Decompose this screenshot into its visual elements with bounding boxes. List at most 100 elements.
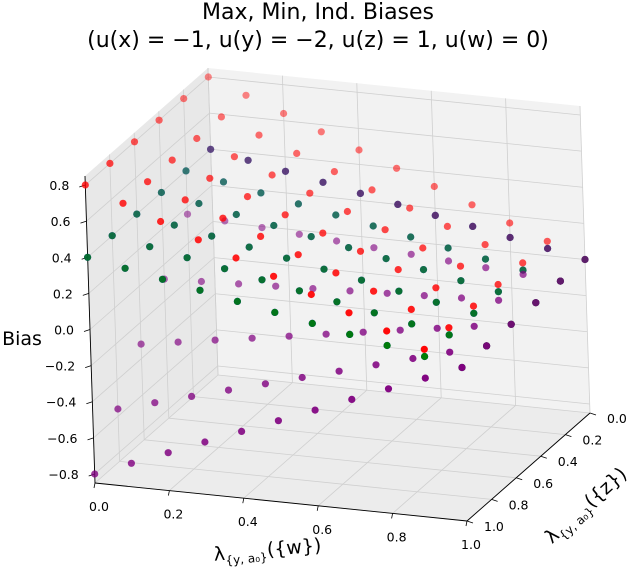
- data-point: [261, 380, 269, 388]
- z-tick-label: −0.2: [45, 359, 75, 374]
- data-point: [232, 254, 240, 262]
- data-point: [384, 385, 393, 393]
- data-point: [244, 156, 252, 164]
- data-point: [433, 324, 441, 332]
- data-point: [381, 226, 389, 234]
- data-point: [281, 211, 289, 219]
- y-axis-label-sub: {y, a₀}: [556, 504, 597, 543]
- data-point: [244, 156, 252, 164]
- data-point: [317, 128, 325, 136]
- data-point: [271, 308, 279, 316]
- z-tick-mark: [85, 365, 92, 368]
- y-tick-mark: [466, 520, 474, 524]
- data-point: [506, 233, 514, 242]
- x-tick-label: 0.2: [163, 507, 183, 522]
- data-point: [181, 196, 189, 204]
- data-point: [395, 287, 403, 295]
- data-point: [201, 438, 209, 446]
- data-point: [230, 153, 238, 161]
- data-point: [137, 340, 145, 348]
- y-tick-label: 0.6: [533, 476, 553, 491]
- data-point: [219, 214, 227, 222]
- data-point: [146, 243, 154, 251]
- tick-labels: 0.0 0.2 0.4 0.6 0.8 1.0 0.0 0.2 0.4 0.6 0.8 1.0 −0.8…: [45, 178, 627, 552]
- grid-line: [317, 397, 442, 507]
- data-point: [481, 241, 489, 249]
- x-tick-label: 0.6: [312, 522, 332, 537]
- data-point: [457, 294, 466, 302]
- x-tick-mark: [168, 490, 170, 496]
- data-point: [258, 276, 266, 284]
- grid-line: [93, 329, 217, 439]
- data-point: [556, 277, 565, 285]
- data-point: [469, 302, 478, 310]
- data-point: [494, 280, 502, 289]
- data-point: [144, 178, 152, 186]
- y-tick-mark: [589, 412, 597, 416]
- y-tick-mark: [540, 455, 547, 459]
- data-point: [456, 262, 465, 270]
- data-point: [281, 167, 290, 175]
- data-point: [444, 244, 452, 252]
- z-tick-label: 0.4: [52, 250, 72, 265]
- data-point: [483, 342, 491, 350]
- x-axis-label-main: λ: [213, 543, 226, 566]
- data-point: [285, 332, 293, 340]
- grid-line: [215, 293, 588, 333]
- data-point: [233, 297, 241, 305]
- grid-line: [168, 417, 541, 457]
- data-point: [81, 181, 89, 189]
- data-point: [420, 292, 428, 300]
- z-tick-label: 0.2: [53, 286, 73, 301]
- x-tick-mark: [242, 498, 245, 504]
- y-axis-line: [466, 412, 591, 522]
- data-point: [211, 336, 219, 344]
- data-point: [308, 319, 316, 327]
- grid-line: [392, 405, 516, 514]
- data-point: [332, 269, 340, 277]
- data-point: [420, 345, 428, 353]
- data-point: [272, 282, 280, 290]
- data-point: [407, 233, 415, 241]
- data-point: [369, 222, 377, 230]
- data-point: [293, 149, 301, 157]
- data-point: [330, 168, 338, 176]
- grid-line: [90, 257, 215, 366]
- data-point: [164, 449, 172, 457]
- data-point: [356, 189, 364, 197]
- data-point: [306, 189, 314, 197]
- data-point: [421, 352, 429, 361]
- x-tick-mark: [465, 520, 468, 527]
- data-point: [155, 116, 163, 124]
- data-point: [333, 298, 341, 306]
- data-point: [194, 236, 202, 244]
- data-point: [221, 265, 229, 273]
- grid-line: [94, 374, 219, 484]
- data-points: [81, 73, 589, 478]
- data-point: [242, 91, 250, 99]
- data-point: [468, 201, 476, 209]
- data-point: [168, 156, 176, 164]
- data-point: [445, 324, 453, 332]
- data-point: [232, 210, 240, 219]
- z-tick-mark: [83, 329, 91, 332]
- data-point: [458, 363, 466, 372]
- x-tick-mark: [93, 482, 96, 489]
- x-axis-label: λ{y, a₀}({w}): [213, 534, 323, 568]
- data-point: [319, 229, 327, 237]
- data-point: [119, 199, 127, 207]
- y-tick-label: 0.2: [582, 433, 602, 448]
- data-point: [311, 406, 319, 414]
- data-point: [309, 285, 317, 293]
- data-point: [469, 222, 477, 230]
- x-tick-label: 0.4: [238, 514, 258, 529]
- data-point: [283, 254, 291, 262]
- data-point: [219, 178, 228, 186]
- grid-line: [169, 382, 293, 491]
- x-tick-mark: [391, 513, 393, 519]
- data-point: [470, 322, 478, 330]
- data-point: [208, 232, 216, 240]
- chart-title-line1: Max, Min, Ind. Biases: [201, 0, 435, 25]
- data-point: [345, 244, 353, 252]
- z-tick-label: −0.4: [46, 395, 76, 410]
